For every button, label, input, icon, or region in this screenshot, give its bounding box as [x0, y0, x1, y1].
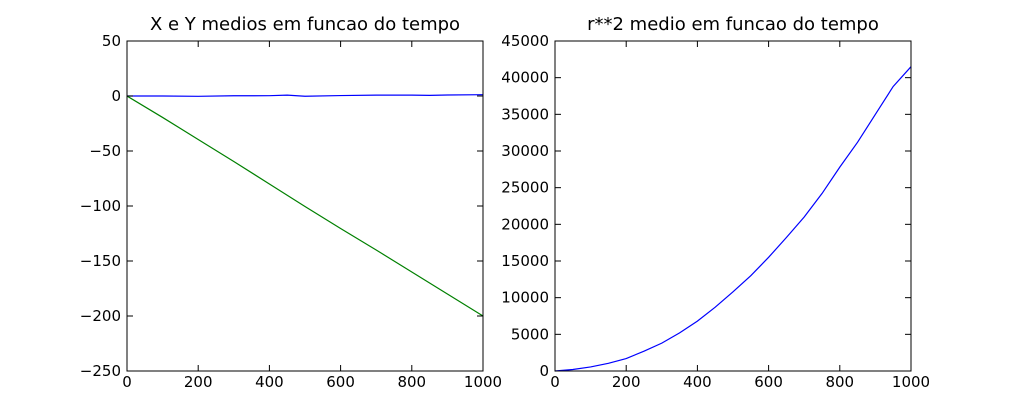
left-x-tick-label: 1000	[464, 373, 502, 391]
left-chart-title: X e Y medios em funcao do tempo	[150, 14, 460, 35]
right-y-tick-label: 40000	[501, 69, 549, 87]
left-x-tick-label: 800	[397, 373, 426, 391]
left-y-tick-label: 0	[111, 87, 121, 105]
right-y-tick-label: 15000	[501, 252, 549, 270]
right-y-tick-label: 25000	[501, 179, 549, 197]
right-x-tick-label: 400	[683, 373, 712, 391]
right-y-tick-label: 0	[539, 362, 549, 380]
left-y-tick-label: −150	[80, 252, 121, 270]
right-x-tick-label: 200	[612, 373, 641, 391]
left-x-tick-label: 400	[255, 373, 284, 391]
left-y-tick-label: −200	[80, 307, 121, 325]
right-x-tick-label: 800	[825, 373, 854, 391]
right-x-tick-label: 0	[550, 373, 560, 391]
left-y-tick-label: −100	[80, 197, 121, 215]
right-series-0-line	[554, 66, 912, 372]
left-y-tick-label: −250	[80, 362, 121, 380]
right-y-tick-label: 10000	[501, 289, 549, 307]
left-y-tick-label: −50	[89, 142, 121, 160]
right-y-tick-label: 5000	[511, 325, 549, 343]
right-x-tick-label: 1000	[892, 373, 930, 391]
left-series-1-line	[126, 95, 484, 317]
right-y-tick-label: 20000	[501, 215, 549, 233]
left-series-0-line	[127, 94, 484, 97]
right-y-tick-label: 35000	[501, 105, 549, 123]
right-plot-frame	[554, 40, 912, 372]
right-chart-title: r**2 medio em funcao do tempo	[587, 14, 879, 35]
left-x-tick-label: 600	[326, 373, 355, 391]
right-y-tick-label: 45000	[501, 32, 549, 50]
left-y-tick-label: 50	[102, 32, 121, 50]
left-x-tick-label: 200	[184, 373, 213, 391]
left-chart: X e Y medios em funcao do tempo 0 200 400 6…	[80, 14, 502, 391]
right-chart: r**2 medio em funcao do tempo 0 200 400 600…	[501, 14, 930, 391]
right-y-tick-label: 30000	[501, 142, 549, 160]
right-x-tick-label: 600	[754, 373, 783, 391]
left-x-tick-label: 0	[122, 373, 132, 391]
